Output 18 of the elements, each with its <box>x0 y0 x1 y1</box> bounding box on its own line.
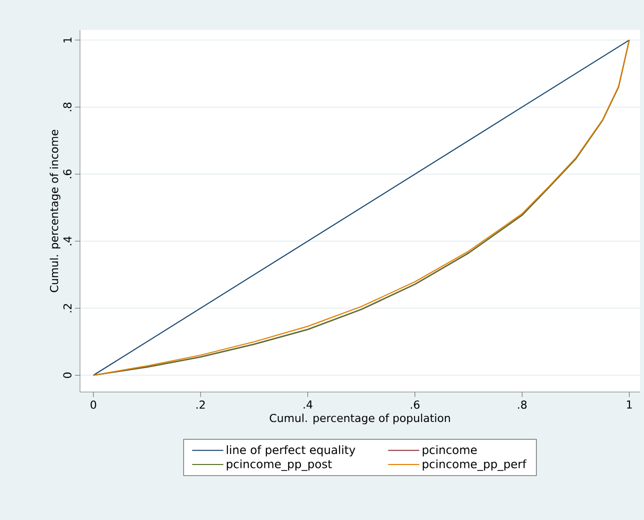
legend-label: pcincome_pp_perf <box>422 459 527 471</box>
x-tick-label: .6 <box>410 400 420 409</box>
legend-label: pcincome_pp_post <box>226 459 332 471</box>
x-tick-label: .8 <box>518 400 527 409</box>
y-tick-label: .2 <box>63 304 72 312</box>
y-tick-label: .8 <box>63 102 72 112</box>
x-tick-label: 0 <box>90 400 96 409</box>
y-tick-label: 1 <box>63 38 72 42</box>
y-axis-title: Cumul. percentage of income <box>50 130 60 292</box>
x-axis-title: Cumul. percentage of population <box>270 414 450 424</box>
y-tick-label: .4 <box>63 236 72 246</box>
y-tick-label: 0 <box>63 372 72 378</box>
x-tick-label: .4 <box>304 400 312 409</box>
y-tick-label: .6 <box>63 170 72 178</box>
legend-label: pcincome <box>422 445 477 456</box>
x-tick-label: .2 <box>196 400 205 409</box>
x-tick-label: 1 <box>627 400 632 409</box>
legend-label: line of perfect equality <box>226 445 356 456</box>
